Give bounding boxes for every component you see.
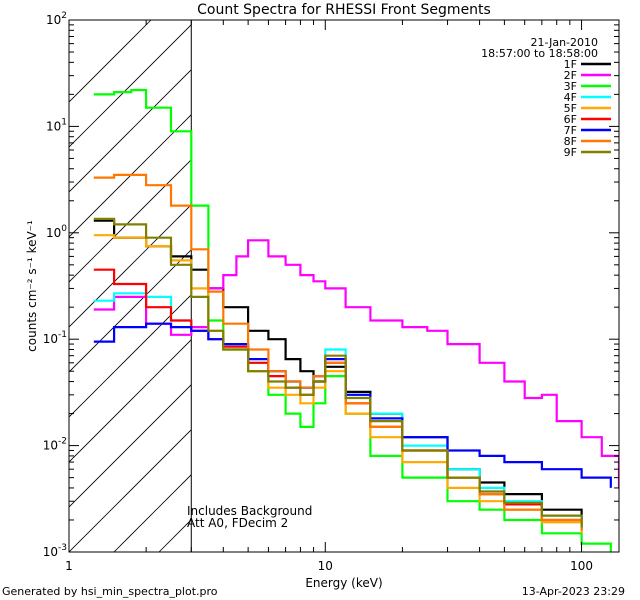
y-tick-label: 10-3 (43, 543, 67, 559)
y-tick-label: 102 (46, 11, 67, 27)
hatch-line (113, 474, 192, 552)
hatch-line (69, 294, 192, 418)
series-line-8f (93, 173, 583, 531)
hatch-line (69, 384, 192, 508)
series-line-3f (93, 88, 612, 552)
legend-label-5f: 5F (564, 102, 577, 115)
hatch-line (474, 20, 640, 552)
series-line-6f (93, 268, 583, 531)
legend-label-1f: 1F (564, 58, 577, 71)
legend-label-4f: 4F (564, 91, 577, 104)
y-tick-label: 10-1 (43, 330, 67, 346)
legend-label-7f: 7F (564, 124, 577, 137)
hatch-line (294, 20, 640, 552)
time-range-label: 18:57:00 to 18:58:00 (481, 47, 598, 60)
hatch-line (69, 204, 192, 328)
series-line-4f (93, 292, 583, 528)
x-axis-label: Energy (keV) (305, 576, 382, 590)
axis-ticks: 1 10 100 10-3 10-2 10-1 100 101 102 (43, 11, 619, 573)
series-line-9f (93, 217, 583, 528)
hatch-line (429, 20, 640, 552)
date-label: 21-Jan-2010 (531, 36, 599, 49)
series-lines (93, 88, 619, 552)
hatch-line (339, 20, 640, 552)
x-tick-label: 100 (570, 559, 593, 573)
y-tick-label: 10-2 (43, 437, 67, 453)
x-tick-label: 10 (318, 559, 333, 573)
hatch-line (69, 20, 152, 103)
legend-label-8f: 8F (564, 135, 577, 148)
hatch-line (519, 20, 640, 552)
y-tick-label: 100 (46, 224, 67, 240)
hatch-line (384, 20, 640, 552)
hatch-line (69, 159, 192, 283)
x-tick-label: 1 (65, 559, 73, 573)
series-line-7f (93, 322, 612, 488)
hatch-line (609, 20, 640, 552)
y-tick-label: 101 (46, 117, 67, 133)
chart-title: Count Spectra for RHESSI Front Segments (197, 2, 491, 18)
annotation-attenuator: Att A0, FDecim 2 (187, 516, 288, 530)
series-line-5f (93, 234, 583, 534)
hatch-line (69, 249, 192, 373)
hatch-line (69, 339, 192, 463)
legend-label-6f: 6F (564, 113, 577, 126)
legend-label-2f: 2F (564, 69, 577, 82)
excluded-region-hatch (69, 20, 640, 552)
hatch-line (69, 24, 192, 148)
series-line-2f (93, 239, 619, 488)
legend-label-9f: 9F (564, 146, 577, 159)
annotation-background: Includes Background (187, 504, 312, 518)
timestamp-label: 13-Apr-2023 23:29 (522, 585, 625, 598)
legend-label-3f: 3F (564, 80, 577, 93)
hatch-line (69, 429, 192, 552)
generated-by-label: Generated by hsi_min_spectra_plot.pro (2, 585, 218, 598)
y-axis-label: counts cm⁻² s⁻¹ keV⁻¹ (25, 220, 39, 352)
plot-frame (68, 19, 620, 553)
hatch-line (69, 114, 192, 238)
